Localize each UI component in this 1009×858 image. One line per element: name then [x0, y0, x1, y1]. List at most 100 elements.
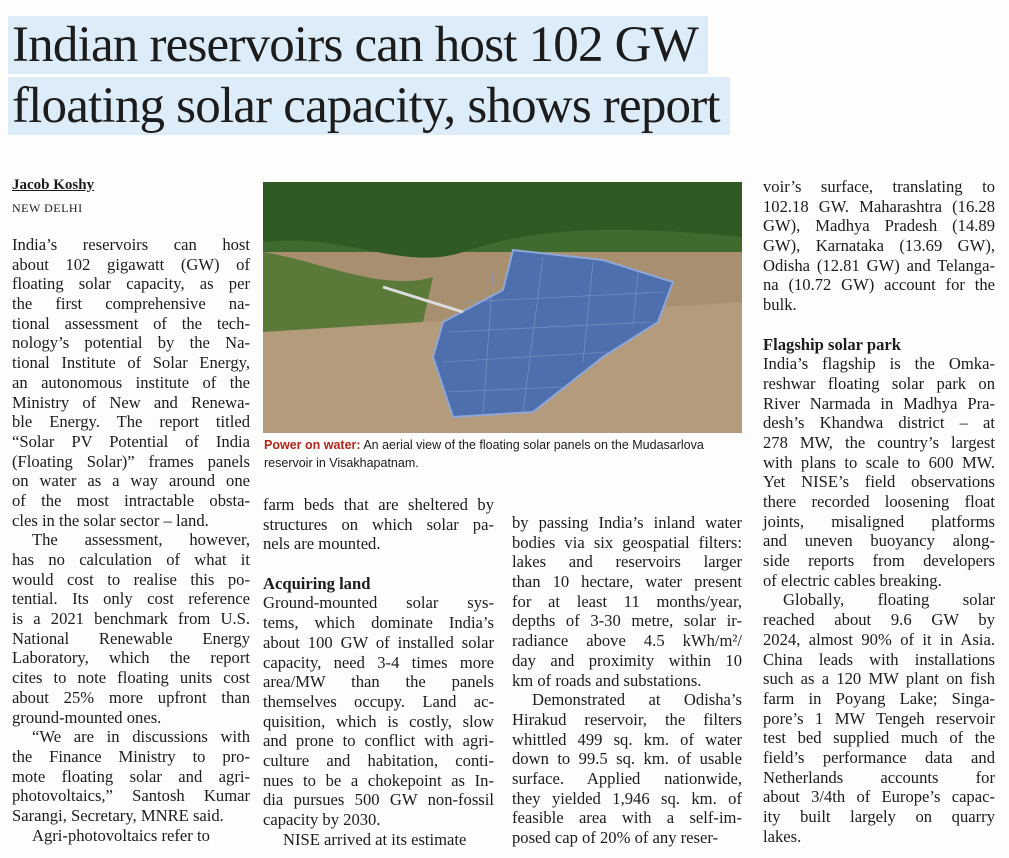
text-line: Globally, floating solar — [783, 590, 995, 610]
text-line: tential. Its only cost reference — [12, 589, 250, 609]
text-line: posed cap of 20% of any reser- — [512, 828, 719, 847]
text-line: surface. Applied nationwide, — [512, 768, 742, 788]
text-line: tional assessment of the tech- — [12, 313, 250, 333]
text-line: cites to note floating units cost — [12, 668, 250, 688]
text-line: ity built largely on quarry — [763, 807, 995, 826]
text-line: than 10 hectare, water present — [512, 572, 742, 592]
text-line: lakes. — [763, 826, 802, 846]
text-line: Yet NISE’s field observations — [763, 472, 995, 492]
text-line: India’s flagship is the Omka- — [763, 354, 995, 374]
headline: Indian reservoirs can host 102 GW — [8, 16, 708, 74]
text-line: field’s performance data and — [763, 747, 995, 767]
text-line: “Solar PV Potential of India — [12, 431, 250, 451]
text-line: culture and habitation, conti- — [263, 750, 494, 770]
text-line: on water as a way around one — [12, 471, 250, 491]
text-line: lakes and reservoirs larger — [512, 552, 742, 572]
text-line: feasible area with a self-im- — [512, 808, 742, 828]
text-line: capacity by 2030. — [263, 810, 381, 829]
photo — [263, 182, 742, 433]
text-line: photovoltaics,” Santosh Kumar — [12, 786, 250, 806]
text-line: radiance above 4.5 kWh/m²/ — [512, 631, 742, 651]
subheading: Flagship solar park — [763, 334, 902, 354]
text-line: cles in the solar sector – land. — [12, 510, 209, 530]
text-line: tems, which dominate India’s — [263, 613, 494, 633]
text-line: whittled 499 sq. km. of water — [512, 729, 742, 749]
text-line: “We are in discussions with — [32, 727, 250, 747]
text-line: GW), Madhya Pradesh (14.89 — [763, 216, 995, 236]
column: India’s reservoirs can host about 102 gig… — [12, 235, 250, 845]
text-line: NISE arrived at its estimate — [283, 829, 467, 849]
text-line: Ministry of New and Renewa- — [12, 392, 250, 412]
text-line: about 25% more upfront than — [12, 687, 250, 707]
text-line: 102.18 GW. Maharashtra (16.28 — [763, 196, 995, 216]
column: farm beds that are sheltered by structure… — [263, 495, 494, 849]
text-line: and prone to conflict with agri- — [263, 731, 494, 751]
text-line: bulk. — [763, 295, 797, 315]
text-line: reshwar floating solar park on — [763, 373, 995, 393]
text-line: farm beds that are sheltered by — [263, 495, 494, 514]
text-line: The assessment, however, — [32, 530, 250, 550]
text-line: the Finance Ministry to pro- — [12, 746, 250, 766]
text-line: day and proximity within 10 — [512, 650, 742, 670]
text-line: area/MW than the panels — [263, 672, 494, 692]
text-line: side reports from developers — [763, 551, 995, 571]
text-line: nology’s potential by the Na- — [12, 333, 250, 353]
text-line: about 100 GW of installed solar — [263, 632, 494, 652]
text-line: farm in Poyang Lake; Singa- — [763, 688, 995, 708]
text-line: themselves occupy. Land ac- — [263, 691, 494, 711]
text-line: about 3/4th of Europe’s capac- — [763, 787, 995, 807]
text-line: floating solar capacity, as per — [12, 274, 250, 294]
text-line: (Floating Solar)” frames panels — [12, 451, 250, 471]
text-line: China leads with installations — [763, 649, 995, 669]
text-line: the first comprehensive na- — [12, 294, 250, 314]
text-line: capacity, need 3-4 times more — [263, 652, 494, 672]
text-line: reached about 9.6 GW by — [763, 610, 995, 630]
text-line: GW), Karnataka (13.69 GW), — [763, 236, 995, 256]
text-line: such as a 120 MW plant on fish — [763, 669, 995, 689]
text-line: has no calculation of what it — [12, 550, 250, 569]
headline: floating solar capacity, shows report — [8, 77, 730, 135]
text-line: down to 99.5 sq. km. of usable — [512, 749, 742, 769]
text-line: quisition, which is costly, slow — [263, 711, 494, 731]
text-line: and uneven buoyancy along- — [763, 531, 995, 551]
text-line: voir’s surface, translating to — [763, 177, 995, 196]
text-line: km of roads and substations. — [512, 670, 702, 690]
text-line: by passing India’s inland water — [512, 513, 742, 532]
dateline: NEW DELHI — [12, 201, 83, 215]
text-line: pore’s 1 MW Tengeh reservoir — [763, 708, 995, 728]
text-line: about 102 gigawatt (GW) of — [12, 254, 250, 274]
caption-text: An aerial view of the floating solar pan… — [264, 438, 704, 470]
text-line: dia pursues 500 GW non-fossil — [263, 790, 494, 810]
text-line: Sarangi, Secretary, MNRE said. — [12, 805, 224, 825]
subheading: Acquiring land — [263, 573, 371, 593]
byline: Jacob Koshy — [12, 177, 95, 193]
text-line: mote floating solar and agri- — [12, 766, 250, 786]
text-line: Ground-mounted solar sys- — [263, 593, 494, 613]
text-line: na (10.72 GW) account for the — [763, 275, 995, 295]
text-line: depths of 3-30 metre, solar ir- — [512, 611, 742, 631]
text-line: Demonstrated at Odisha’s — [532, 690, 742, 710]
text-line: 2024, almost 90% of it in Asia. — [763, 629, 995, 649]
column: by passing India’s inland water bodies vi… — [512, 513, 742, 848]
text-line: 278 MW, the country’s largest — [763, 432, 995, 452]
text-line: there recorded loosening float — [763, 492, 995, 511]
text-line: of the most intractable obsta- — [12, 490, 250, 510]
text-line: Hirakud reservoir, the filters — [512, 709, 742, 729]
text-line: joints, misaligned platforms — [763, 511, 995, 531]
text-line: for at least 11 months/year, — [512, 591, 742, 611]
text-line: Netherlands accounts for — [763, 767, 995, 787]
text-line: nues to be a chokepoint as In- — [263, 770, 494, 790]
text-line: they yielded 1,946 sq. km. of — [512, 788, 742, 808]
caption: Power on water: An aerial view of the fl… — [264, 436, 742, 472]
text-line: River Narmada in Madhya Pra- — [763, 393, 995, 413]
caption-lead: Power on water: — [264, 438, 361, 452]
text-line: structures on which solar pa- — [263, 514, 494, 534]
text-line: nels are mounted. — [263, 534, 381, 554]
text-line: Laboratory, which the report — [12, 648, 250, 668]
column: voir’s surface, translating to 102.18 GW.… — [763, 177, 995, 846]
text-line: an autonomous institute of the — [12, 372, 250, 392]
text-line: is a 2021 benchmark from U.S. — [12, 609, 250, 629]
text-line: Odisha (12.81 GW) and Telanga- — [763, 255, 995, 275]
text-line: ble Energy. The report titled — [12, 412, 250, 432]
